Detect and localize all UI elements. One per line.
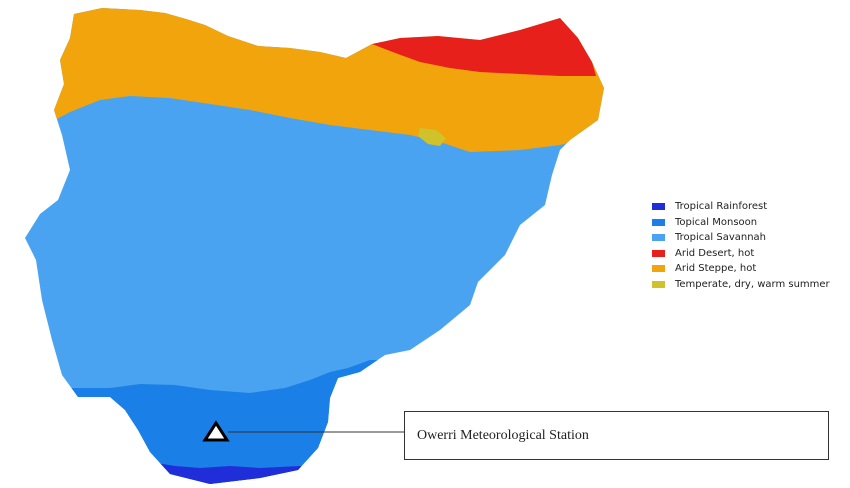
- legend-item: Topical Monsoon: [652, 215, 830, 231]
- legend-label: Tropical Savannah: [675, 232, 767, 244]
- arid-steppe-zone: [25, 8, 604, 152]
- legend-swatch: [652, 234, 665, 242]
- legend-item: Arid Desert, hot: [652, 246, 830, 262]
- legend-item: Arid Steppe, hot: [652, 261, 830, 277]
- temperate-dry-patch: [418, 128, 446, 146]
- legend-swatch: [652, 203, 665, 211]
- legend-swatch: [652, 280, 665, 288]
- legend-item: Tropical Rainforest: [652, 199, 830, 215]
- legend-swatch: [652, 218, 665, 226]
- legend-swatch: [652, 249, 665, 257]
- legend: Tropical Rainforest Topical Monsoon Trop…: [652, 199, 830, 292]
- legend-label: Arid Steppe, hot: [675, 263, 757, 275]
- legend-label: Temperate, dry, warm summer: [675, 278, 830, 290]
- legend-item: Tropical Savannah: [652, 230, 830, 246]
- legend-swatch: [652, 265, 665, 273]
- legend-label: Topical Monsoon: [675, 216, 758, 228]
- triangle-marker: [202, 420, 230, 442]
- station-callout: Owerri Meteorological Station: [404, 411, 829, 460]
- legend-item: Temperate, dry, warm summer: [652, 277, 830, 293]
- arid-desert-zone: [372, 18, 596, 76]
- legend-label: Tropical Rainforest: [675, 201, 768, 213]
- legend-label: Arid Desert, hot: [675, 247, 755, 259]
- station-label: Owerri Meteorological Station: [417, 427, 589, 443]
